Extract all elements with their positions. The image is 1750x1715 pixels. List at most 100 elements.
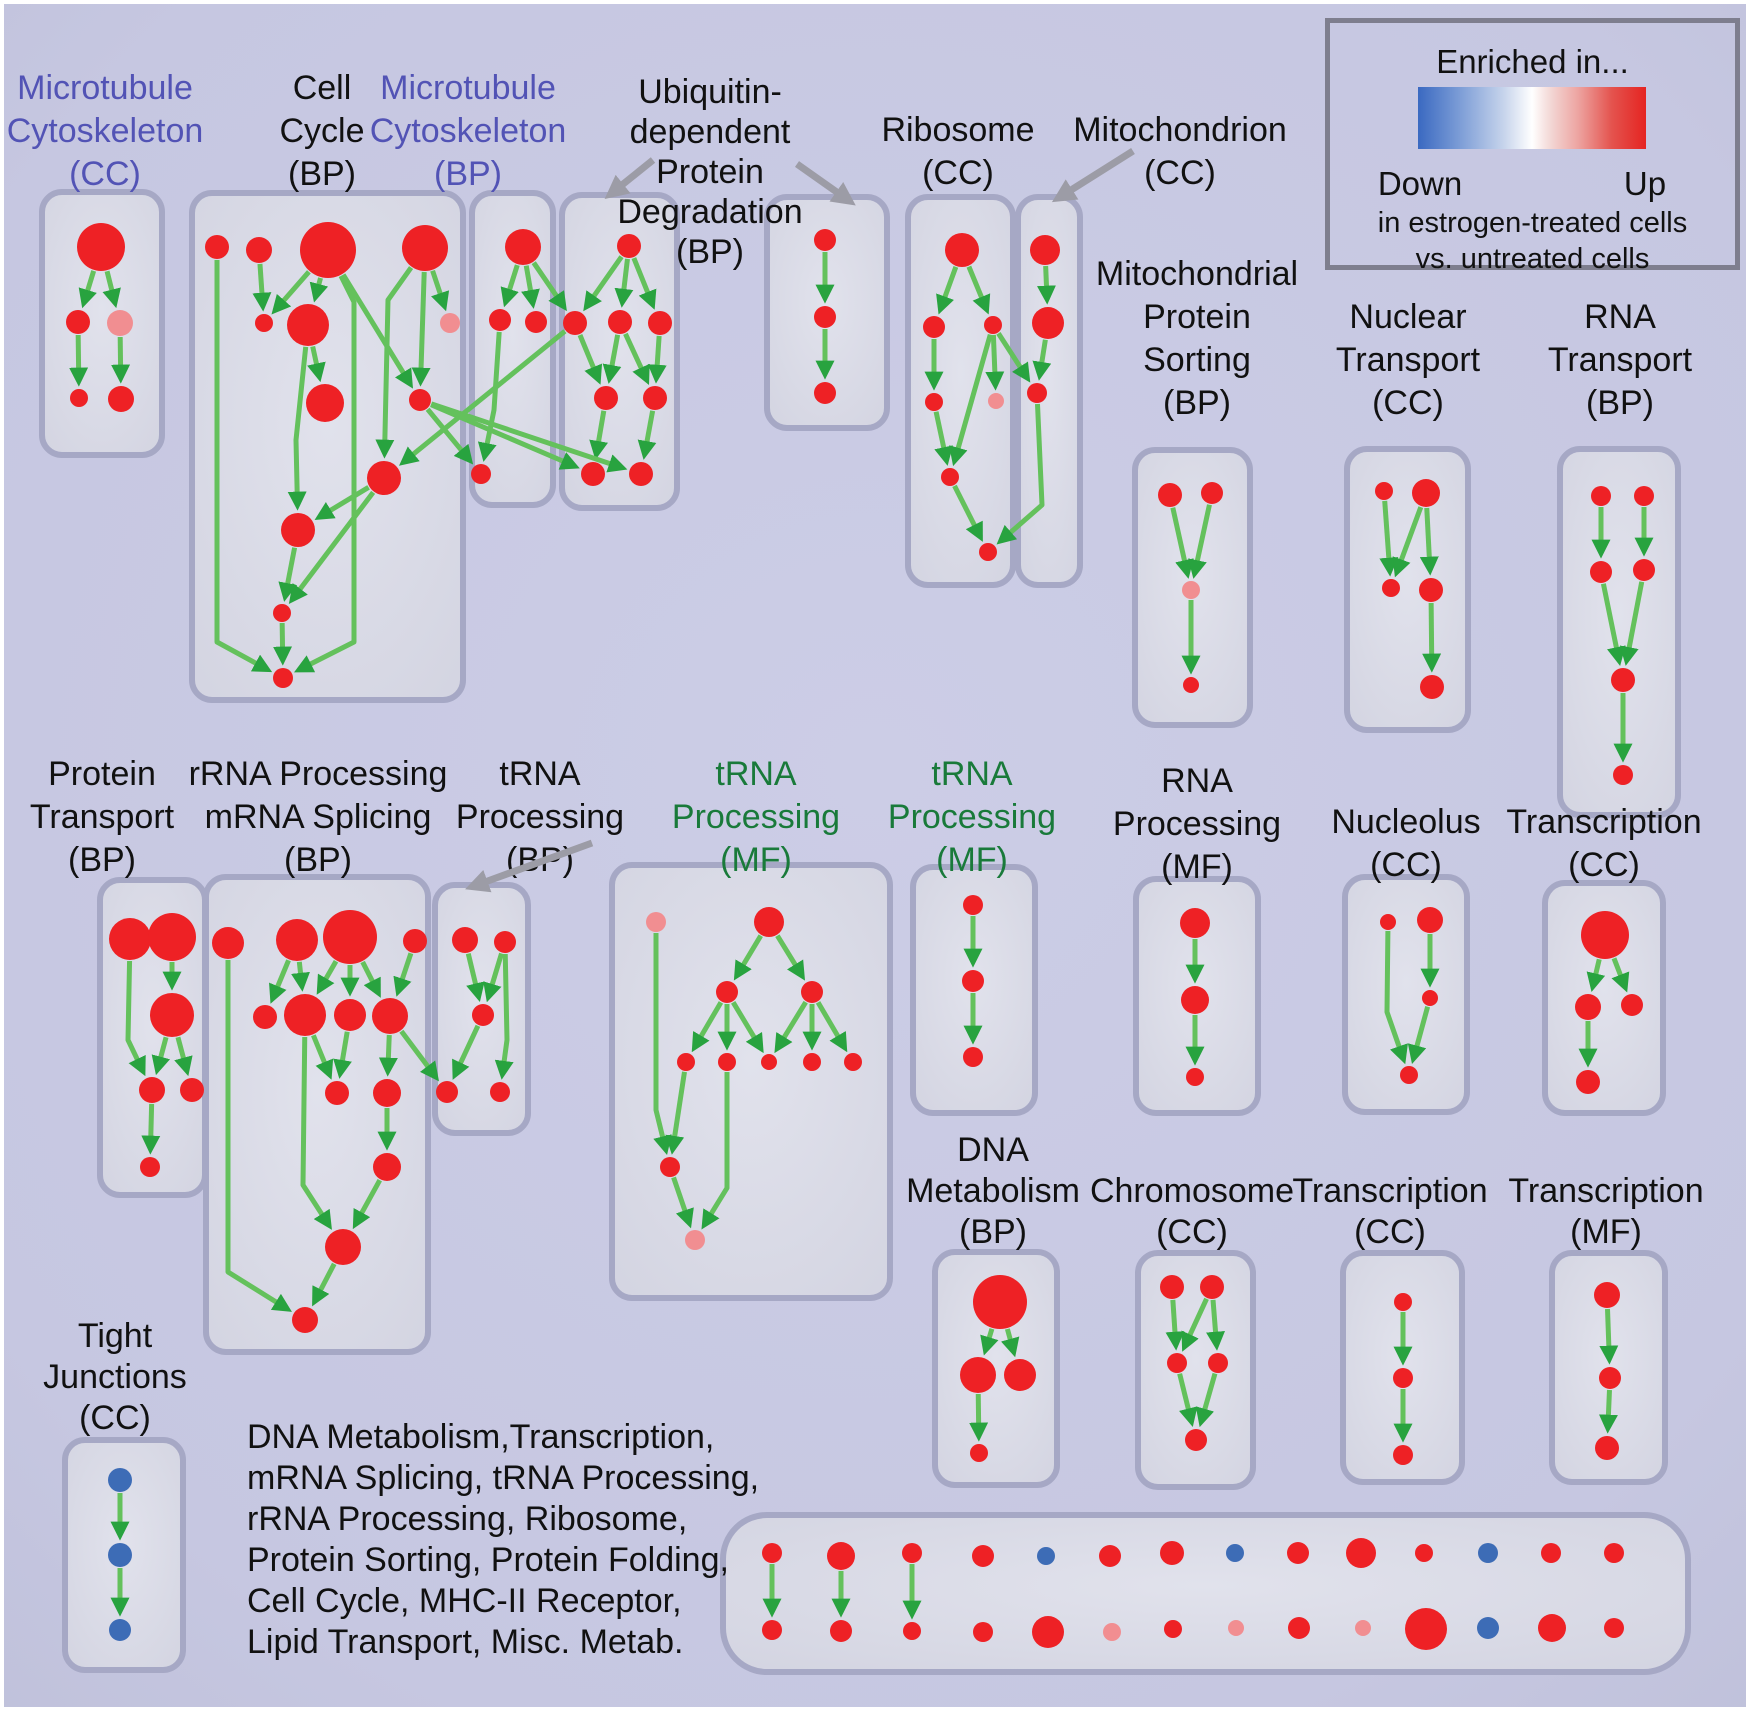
cluster-label-transcription-cc2: Transcription [1506,803,1701,841]
graph-edge [78,270,97,309]
graph-edge [309,277,329,303]
graph-node [1099,1545,1121,1567]
graph-node [1419,578,1443,602]
graph-edge [1036,265,1056,305]
graph-node [1287,1542,1309,1564]
graph-edge [589,410,608,460]
graph-node [1380,914,1396,930]
cluster-label-trna-mf1: Processing [672,798,840,836]
graph-node [754,907,784,937]
graph-edge [494,953,514,1080]
graph-edge [815,1001,848,1053]
cluster-label-rna-transport: Transport [1548,341,1693,379]
graph-edge [1599,1308,1619,1365]
note-line: Lipid Transport, Misc. Metab. [247,1623,684,1661]
graph-node [1288,1617,1310,1639]
cluster-label-mito-sorting: (BP) [1163,384,1231,422]
cluster-label-nuclear-transport: Transport [1336,341,1481,379]
cluster-label-ubi-deg: (BP) [676,233,744,271]
graph-edge [399,329,567,466]
cluster-label-trna-mf2: (MF) [936,841,1008,879]
graph-node [471,464,491,484]
cluster-label-mt-bp: Microtubule [380,69,556,107]
graph-node [108,1468,132,1492]
graph-node [1412,479,1440,507]
cluster-label-transcription-cc3: Transcription [1292,1172,1487,1210]
graph-node [718,1053,736,1071]
graph-edge [312,1262,337,1307]
cluster-label-nucleolus: Nucleolus [1331,803,1480,841]
graph-node [1375,482,1393,500]
cluster-label-ribosome: (CC) [922,154,994,192]
graph-node [1037,1547,1055,1565]
graph-edge [671,1176,694,1229]
graph-node [373,1079,401,1107]
cluster-label-protein-transport: (BP) [68,841,136,879]
graph-edge [378,1034,398,1077]
graph-edge [214,260,273,673]
graph-node [761,1054,777,1070]
cluster-label-dna-metabolism: DNA [957,1131,1029,1169]
graph-node [1575,994,1601,1020]
graph-node [1621,994,1643,1016]
cluster-label-rna-processing: Processing [1113,805,1281,843]
graph-edge [1619,581,1645,666]
graph-edge [269,959,291,1004]
cluster-box-nucleolus [1342,874,1470,1115]
graph-edge [936,266,959,315]
graph-node [923,316,945,338]
cluster-box-nuclear-transport [1344,446,1471,733]
graph-node [150,993,194,1037]
graph-edge [1407,1006,1431,1065]
graph-node [472,1004,494,1026]
graph-edge [375,266,414,459]
graph-node [402,225,448,271]
graph-edge [294,274,357,673]
graph-node [1581,911,1629,959]
graph-edge [125,960,146,1077]
graph-node [1355,1620,1371,1636]
graph-node [409,389,431,411]
graph-node [373,1153,401,1181]
graph-edge [360,960,381,998]
graph-edge [483,952,504,1003]
cluster-label-mito-sorting: Mitochondrial [1096,255,1298,293]
graph-node [1633,559,1655,581]
graph-node [281,513,315,547]
graph-node [403,929,427,953]
graph-edge [430,402,580,470]
graph-node [440,313,460,333]
cluster-label-nuclear-transport: (CC) [1372,384,1444,422]
cluster-box-rna-transport [1557,446,1681,818]
graph-edge [602,334,622,384]
legend-subtitle-1: in estrogen-treated cells [1377,207,1688,239]
graph-node [372,998,408,1034]
annotation-arrow [604,157,656,199]
graph-node [1422,990,1438,1006]
graph-node [1226,1544,1244,1562]
graph-edge [1598,1389,1618,1434]
graph-node [140,1157,160,1177]
graph-node [945,233,979,267]
graph-node [292,1307,318,1333]
graph-edge [500,264,520,308]
graph-node [1613,765,1633,785]
cluster-label-protein-transport: Protein [48,755,156,793]
graph-node [962,970,984,992]
graph-node [1538,1614,1566,1642]
graph-edge [583,255,624,312]
graph-node [287,304,329,346]
graph-node [66,310,90,334]
graph-edge [333,1031,352,1079]
note-line: Cell Cycle, MHC-II Receptor, [247,1582,682,1620]
cluster-label-rna-processing: RNA [1161,762,1233,800]
graph-node [1158,483,1182,507]
graph-edge [637,410,657,460]
graph-node [660,1157,680,1177]
graph-edge [733,934,763,981]
graph-edge [430,269,450,312]
cluster-box-transcription-cc3 [1340,1250,1465,1485]
graph-edge [1600,583,1626,666]
graph-node [205,235,229,259]
graph-edge [452,1024,481,1080]
